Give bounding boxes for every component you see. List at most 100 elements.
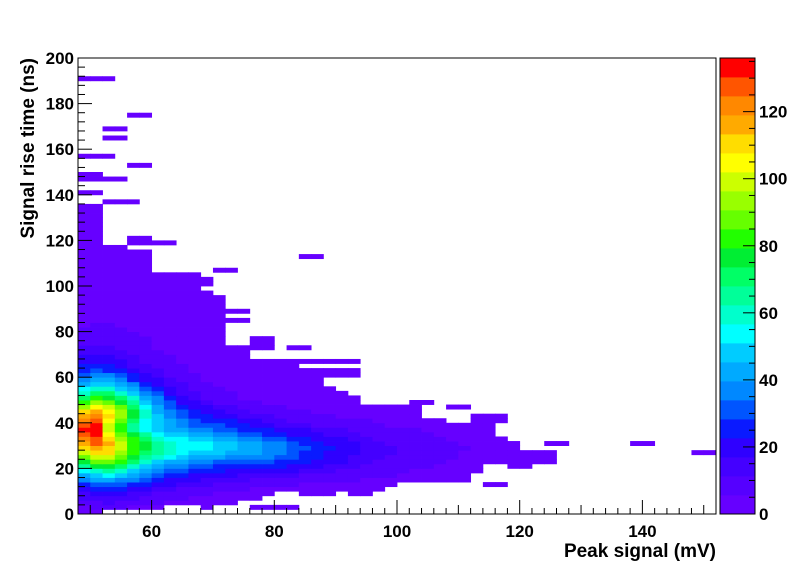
- heatmap-cell: [139, 281, 153, 287]
- y-tick-label: 120: [46, 231, 74, 250]
- heatmap-cell: [151, 317, 165, 323]
- heatmap-cell: [323, 491, 337, 497]
- heatmap-cell: [127, 404, 140, 410]
- heatmap-cell: [397, 463, 410, 469]
- heatmap-cell: [139, 363, 153, 369]
- heatmap-cell: [114, 331, 128, 337]
- heatmap-cell: [323, 441, 337, 446]
- heatmap-cell: [384, 459, 398, 465]
- heatmap-cell: [176, 454, 189, 460]
- heatmap-cell: [298, 418, 312, 424]
- heatmap-cell: [102, 304, 116, 310]
- heatmap-cell: [127, 349, 140, 355]
- heatmap-cell: [176, 381, 189, 387]
- heatmap-cell: [249, 418, 263, 424]
- heatmap-cell: [78, 217, 91, 223]
- heatmap-cell: [262, 381, 275, 387]
- heatmap-cell: [114, 390, 128, 396]
- heatmap-cell: [225, 349, 238, 355]
- heatmap-cell: [274, 445, 287, 451]
- heatmap-cell: [163, 354, 177, 360]
- heatmap-cell: [397, 450, 410, 456]
- heatmap-cell: [127, 304, 140, 310]
- heatmap-cell: [274, 377, 287, 383]
- heatmap-cell: [249, 495, 263, 501]
- heatmap-cell: [225, 459, 238, 465]
- heatmap-cell: [188, 317, 202, 323]
- heatmap-cell: [102, 395, 116, 401]
- heatmap-cell: [323, 386, 337, 392]
- heatmap-cell: [90, 308, 103, 314]
- heatmap-cell: [298, 486, 312, 492]
- heatmap-cell: [274, 422, 287, 428]
- colorbar-frame: [719, 57, 756, 515]
- heatmap-cell: [286, 472, 300, 478]
- heatmap-cell: [409, 404, 422, 410]
- heatmap-cell: [470, 459, 484, 465]
- heatmap-cell: [225, 267, 238, 273]
- heatmap-cell: [298, 409, 312, 415]
- heatmap-cell: [274, 363, 287, 369]
- heatmap-cell: [176, 304, 189, 310]
- heatmap-cell: [225, 500, 238, 506]
- heatmap-cell: [446, 459, 459, 465]
- heatmap-cell: [446, 477, 459, 483]
- heatmap-cell: [151, 308, 165, 314]
- heatmap-cell: [200, 331, 214, 337]
- heatmap-cell: [114, 441, 128, 446]
- heatmap-cell: [262, 358, 275, 364]
- heatmap-cell: [212, 308, 226, 314]
- heatmap-cell: [102, 340, 116, 346]
- heatmap-cell: [151, 349, 165, 355]
- y-tick-label: 200: [46, 49, 74, 68]
- heatmap-cell: [262, 400, 275, 405]
- heatmap-cell: [114, 436, 128, 442]
- heatmap-cell: [188, 468, 202, 474]
- heatmap-cell: [176, 354, 189, 360]
- heatmap-cell: [102, 153, 116, 159]
- heatmap-cell: [409, 463, 422, 469]
- heatmap-cell: [78, 441, 91, 446]
- heatmap-cell: [151, 463, 165, 469]
- heatmap-cell: [176, 477, 189, 483]
- heatmap-cell: [78, 349, 91, 355]
- heatmap-cell: [114, 276, 128, 282]
- heatmap-cell: [78, 495, 91, 501]
- heatmap-cell: [139, 304, 153, 310]
- heatmap-cell: [127, 340, 140, 346]
- heatmap-cell: [384, 427, 398, 433]
- heatmap-cell: [372, 431, 386, 437]
- heatmap-cell: [139, 491, 153, 497]
- heatmap-cell: [176, 390, 189, 396]
- heatmap-cell: [360, 404, 373, 410]
- heatmap-cell: [384, 454, 398, 460]
- heatmap-cell: [78, 486, 91, 492]
- heatmap-cell: [78, 454, 91, 460]
- heatmap-cell: [176, 472, 189, 478]
- colorbar-segment: [720, 134, 755, 154]
- heatmap-cell: [482, 422, 496, 428]
- heatmap-cell: [78, 472, 91, 478]
- heatmap-cell: [433, 459, 447, 465]
- heatmap-cell: [421, 427, 435, 433]
- x-tick-label: 120: [506, 522, 534, 541]
- heatmap-cell: [311, 477, 324, 483]
- heatmap-cell: [274, 436, 287, 442]
- heatmap-cell: [139, 349, 153, 355]
- heatmap-cell: [188, 404, 202, 410]
- heatmap-cell: [188, 400, 202, 405]
- heatmap-cell: [458, 404, 472, 410]
- heatmap-cell: [188, 381, 202, 387]
- heatmap-cell: [127, 235, 140, 241]
- heatmap-cell: [335, 482, 349, 488]
- heatmap-cell: [225, 404, 238, 410]
- heatmap-cell: [127, 295, 140, 301]
- heatmap-cell: [225, 317, 238, 323]
- heatmap-cell: [90, 235, 103, 241]
- heatmap-cell: [409, 468, 422, 474]
- colorbar-segment: [720, 153, 755, 173]
- heatmap-cell: [102, 482, 116, 488]
- heatmap-cell: [286, 381, 300, 387]
- heatmap-cell: [127, 286, 140, 291]
- heatmap-cell: [421, 445, 435, 451]
